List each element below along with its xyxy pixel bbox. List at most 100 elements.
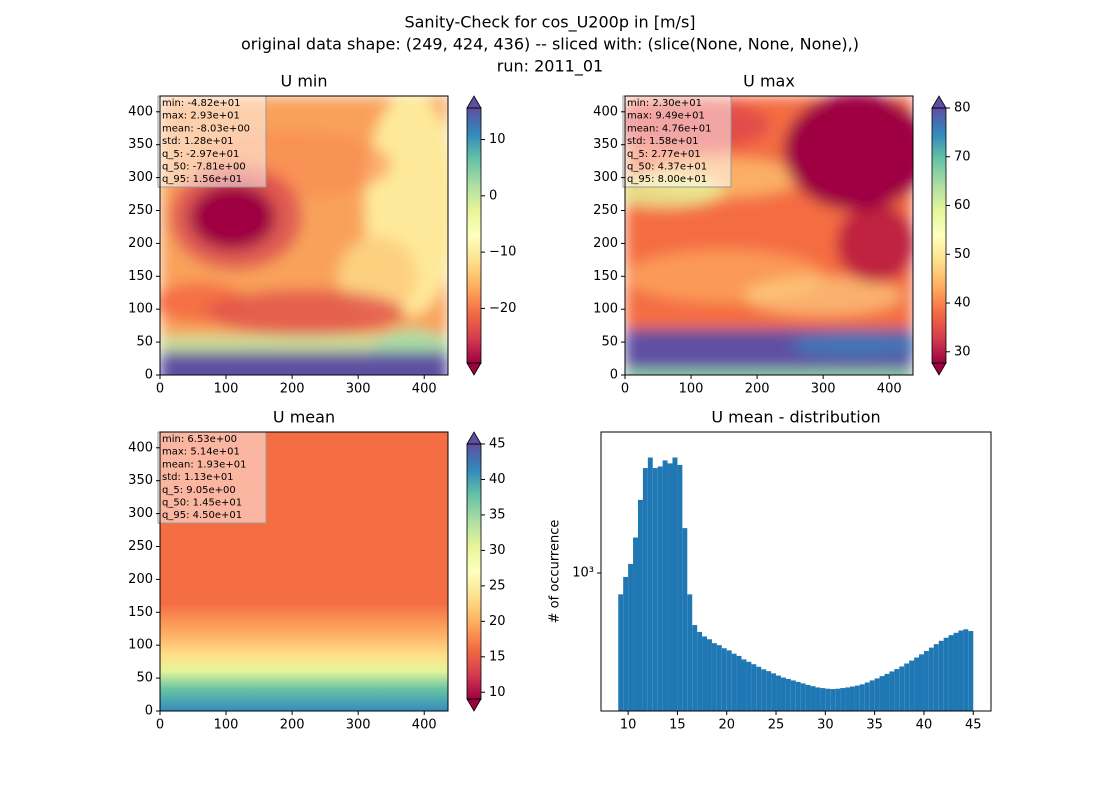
hist-bar bbox=[830, 689, 836, 711]
x-tick-label: 400 bbox=[412, 718, 437, 733]
hist-bar bbox=[657, 466, 663, 711]
y-tick-label: 0 bbox=[610, 368, 618, 383]
hist-bar bbox=[633, 537, 638, 711]
hist-bar bbox=[849, 686, 855, 711]
heat-region bbox=[625, 369, 913, 375]
colorbar-tick-label: −20 bbox=[489, 301, 516, 316]
y-tick-label: 50 bbox=[136, 335, 153, 350]
hist-bar bbox=[879, 676, 885, 711]
x-tick-label: 40 bbox=[916, 718, 933, 733]
hist-bar bbox=[761, 669, 767, 711]
subplot-title: U mean bbox=[273, 408, 335, 427]
hist-bar bbox=[943, 637, 949, 711]
hist-bar bbox=[884, 673, 890, 711]
colorbar-frame bbox=[466, 443, 482, 700]
heat-region bbox=[206, 289, 405, 336]
y-tick-label: 300 bbox=[593, 170, 618, 185]
hist-bar bbox=[628, 563, 634, 711]
hist-bar bbox=[835, 688, 841, 711]
colorbar-extend bbox=[466, 95, 482, 109]
colorbar-tick-label: 10 bbox=[489, 685, 506, 700]
hist-bar bbox=[731, 653, 737, 711]
colorbar-tick-label: 35 bbox=[489, 507, 506, 522]
hist-bar bbox=[825, 688, 831, 711]
hist-bar bbox=[746, 661, 752, 711]
hist-bar bbox=[642, 468, 648, 711]
stats-text: min: 6.53e+00 bbox=[162, 434, 237, 445]
x-tick-label: 25 bbox=[768, 718, 785, 733]
y-tick-label: 150 bbox=[128, 605, 153, 620]
y-tick-label: 100 bbox=[128, 638, 153, 653]
hist-bar bbox=[854, 685, 860, 711]
stats-text: max: 5.14e+01 bbox=[162, 447, 240, 458]
x-tick-label: 35 bbox=[866, 718, 883, 733]
colorbar-tick-label: 45 bbox=[489, 437, 506, 452]
hist-bar bbox=[805, 684, 811, 711]
y-tick-label: 200 bbox=[128, 236, 153, 251]
hist-bar bbox=[785, 678, 791, 711]
hist-bar bbox=[958, 630, 964, 711]
stats-text: q_95: 4.50e+01 bbox=[162, 510, 242, 521]
stats-text: q_5: 9.05e+00 bbox=[162, 485, 236, 496]
hist-bar bbox=[864, 682, 870, 711]
stats-text: std: 1.58e+01 bbox=[627, 136, 699, 147]
hist-bar bbox=[682, 528, 688, 711]
stats-text: min: 2.30e+01 bbox=[627, 98, 702, 109]
colorbar-tick-label: 10 bbox=[489, 132, 506, 147]
hist-bar bbox=[938, 640, 944, 711]
stats-box bbox=[157, 431, 267, 524]
axes-frame bbox=[624, 95, 914, 376]
colorbar-frame bbox=[931, 107, 947, 364]
hist-bar bbox=[721, 648, 727, 711]
colorbar bbox=[932, 108, 946, 363]
colorbar-tick-label: 25 bbox=[489, 578, 506, 593]
colorbar-tick-label: 50 bbox=[954, 247, 971, 262]
hist-bar bbox=[667, 463, 673, 711]
hist-bar bbox=[741, 659, 747, 711]
stats-text: max: 9.49e+01 bbox=[627, 111, 705, 122]
stats-text: q_50: -7.81e+00 bbox=[162, 162, 246, 173]
x-tick-label: 45 bbox=[965, 718, 982, 733]
subplot-title: U mean - distribution bbox=[711, 408, 880, 427]
stats-text: std: 1.13e+01 bbox=[162, 472, 234, 483]
x-tick-label: 300 bbox=[346, 718, 371, 733]
stats-text: min: -4.82e+01 bbox=[162, 98, 241, 109]
hist-bar bbox=[810, 686, 816, 711]
colorbar-tick-label: 60 bbox=[954, 198, 971, 213]
hist-bar bbox=[736, 655, 742, 711]
hist-bar bbox=[953, 632, 959, 711]
colorbar-tick-label: 15 bbox=[489, 649, 506, 664]
hist-bar bbox=[909, 660, 915, 711]
y-tick-label: 0 bbox=[145, 368, 153, 383]
x-tick-label: 200 bbox=[745, 382, 770, 397]
y-tick-label: 150 bbox=[128, 269, 153, 284]
hist-bar bbox=[662, 460, 668, 711]
axes-frame bbox=[159, 431, 449, 712]
hist-bar bbox=[815, 687, 821, 711]
hist-bar bbox=[716, 645, 722, 711]
y-tick-label: 250 bbox=[593, 203, 618, 218]
heat-region bbox=[783, 96, 913, 211]
heat-region bbox=[743, 276, 903, 316]
x-tick-label: 200 bbox=[280, 382, 305, 397]
heat-region bbox=[189, 184, 276, 250]
heat-region bbox=[790, 333, 913, 358]
x-tick-label: 0 bbox=[156, 382, 164, 397]
subplot-title: U max bbox=[743, 72, 795, 91]
x-tick-label: 100 bbox=[679, 382, 704, 397]
y-tick-label: 0 bbox=[145, 704, 153, 719]
colorbar-extend bbox=[931, 362, 947, 376]
stats-text: mean: 1.93e+01 bbox=[162, 459, 246, 470]
colorbar-tick-label: 0 bbox=[489, 188, 497, 203]
hist-bar bbox=[889, 671, 895, 711]
x-tick-label: 0 bbox=[621, 382, 629, 397]
y-tick-label: 50 bbox=[136, 671, 153, 686]
hist-bar bbox=[618, 594, 624, 711]
hist-bar bbox=[776, 675, 781, 711]
colorbar-extend bbox=[466, 698, 482, 712]
hist-bar bbox=[652, 468, 658, 711]
hist-bar bbox=[904, 663, 910, 711]
y-tick-label: 350 bbox=[128, 137, 153, 152]
